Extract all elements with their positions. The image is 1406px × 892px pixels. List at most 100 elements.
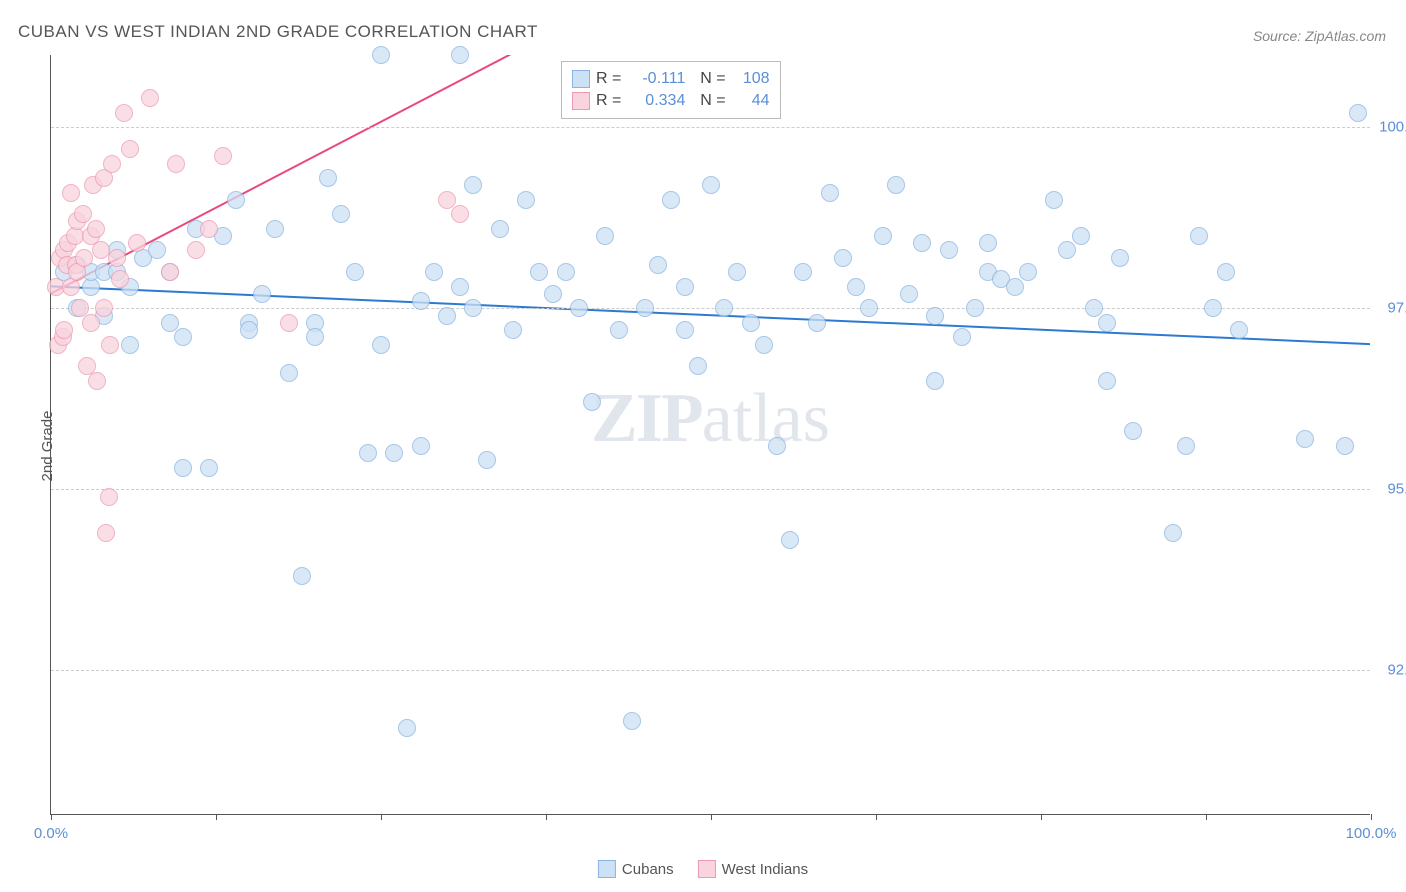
- data-point: [75, 249, 93, 267]
- data-point: [108, 249, 126, 267]
- data-point: [438, 307, 456, 325]
- data-point: [121, 140, 139, 158]
- data-point: [570, 299, 588, 317]
- x-tick-label: 100.0%: [1346, 825, 1397, 842]
- legend-n-value: 108: [732, 70, 770, 88]
- x-tick: [1371, 814, 1372, 820]
- data-point: [636, 299, 654, 317]
- data-point: [517, 191, 535, 209]
- data-point: [214, 147, 232, 165]
- data-point: [187, 241, 205, 259]
- watermark: ZIPatlas: [591, 379, 830, 459]
- data-point: [385, 444, 403, 462]
- data-point: [332, 205, 350, 223]
- data-point: [412, 437, 430, 455]
- legend-swatch: [698, 860, 716, 878]
- data-point: [266, 220, 284, 238]
- data-point: [115, 104, 133, 122]
- data-point: [979, 234, 997, 252]
- trend-line: [51, 55, 579, 294]
- correlation-legend: R =-0.111 N =108R =0.334 N =44: [561, 61, 781, 119]
- series-legend-label: West Indians: [722, 861, 808, 878]
- data-point: [200, 220, 218, 238]
- data-point: [103, 155, 121, 173]
- data-point: [398, 719, 416, 737]
- data-point: [676, 321, 694, 339]
- data-point: [702, 176, 720, 194]
- data-point: [174, 459, 192, 477]
- data-point: [372, 336, 390, 354]
- data-point: [1204, 299, 1222, 317]
- trend-lines: [51, 55, 1370, 814]
- data-point: [1217, 263, 1235, 281]
- x-tick: [1041, 814, 1042, 820]
- data-point: [715, 299, 733, 317]
- data-point: [161, 314, 179, 332]
- data-point: [1230, 321, 1248, 339]
- data-point: [1019, 263, 1037, 281]
- x-tick: [1206, 814, 1207, 820]
- chart-source: Source: ZipAtlas.com: [1253, 28, 1386, 44]
- data-point: [1349, 104, 1367, 122]
- data-point: [662, 191, 680, 209]
- data-point: [240, 321, 258, 339]
- data-point: [821, 184, 839, 202]
- data-point: [101, 336, 119, 354]
- data-point: [1098, 314, 1116, 332]
- data-point: [544, 285, 562, 303]
- data-point: [623, 712, 641, 730]
- data-point: [451, 278, 469, 296]
- data-point: [346, 263, 364, 281]
- data-point: [926, 372, 944, 390]
- series-legend-label: Cubans: [622, 861, 674, 878]
- data-point: [1006, 278, 1024, 296]
- data-point: [451, 205, 469, 223]
- legend-swatch: [572, 92, 590, 110]
- plot-area: ZIPatlas R =-0.111 N =108R =0.334 N =44 …: [50, 55, 1370, 815]
- data-point: [293, 567, 311, 585]
- x-tick: [546, 814, 547, 820]
- data-point: [504, 321, 522, 339]
- data-point: [530, 263, 548, 281]
- data-point: [794, 263, 812, 281]
- data-point: [95, 299, 113, 317]
- data-point: [128, 234, 146, 252]
- data-point: [1058, 241, 1076, 259]
- data-point: [1085, 299, 1103, 317]
- x-tick: [51, 814, 52, 820]
- data-point: [781, 531, 799, 549]
- data-point: [596, 227, 614, 245]
- gridline: [51, 670, 1370, 671]
- data-point: [1124, 422, 1142, 440]
- y-tick-label: 92.5%: [1387, 662, 1406, 679]
- x-tick: [216, 814, 217, 820]
- correlation-legend-row: R =-0.111 N =108: [572, 68, 770, 90]
- correlation-legend-row: R =0.334 N =44: [572, 90, 770, 112]
- data-point: [808, 314, 826, 332]
- data-point: [1111, 249, 1129, 267]
- data-point: [280, 364, 298, 382]
- data-point: [1190, 227, 1208, 245]
- data-point: [847, 278, 865, 296]
- legend-n-value: 44: [732, 92, 770, 110]
- data-point: [583, 393, 601, 411]
- series-legend-item: West Indians: [698, 860, 808, 878]
- data-point: [926, 307, 944, 325]
- data-point: [860, 299, 878, 317]
- legend-n-label: N =: [691, 70, 725, 88]
- data-point: [728, 263, 746, 281]
- data-point: [319, 169, 337, 187]
- data-point: [768, 437, 786, 455]
- data-point: [464, 176, 482, 194]
- data-point: [359, 444, 377, 462]
- x-tick: [381, 814, 382, 820]
- chart-title: CUBAN VS WEST INDIAN 2ND GRADE CORRELATI…: [18, 22, 538, 42]
- x-tick: [876, 814, 877, 820]
- data-point: [100, 488, 118, 506]
- legend-r-value: 0.334: [627, 92, 685, 110]
- legend-swatch: [598, 860, 616, 878]
- data-point: [111, 270, 129, 288]
- data-point: [148, 241, 166, 259]
- data-point: [874, 227, 892, 245]
- data-point: [966, 299, 984, 317]
